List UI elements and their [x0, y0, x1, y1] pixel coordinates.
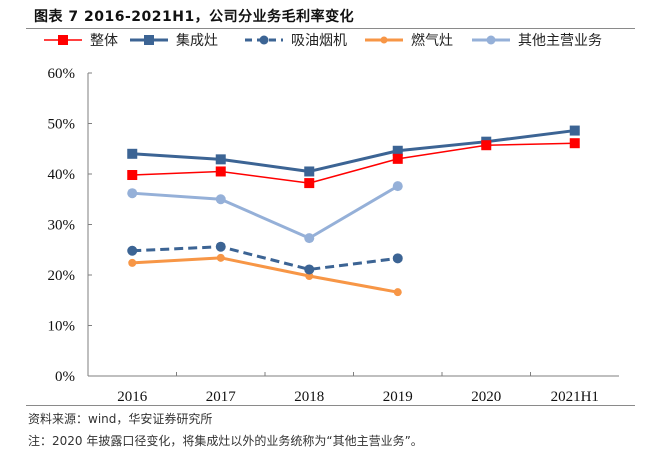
series-line [132, 184, 399, 240]
data-point [393, 288, 402, 297]
source-note: 资料来源：wind，华安证券研究所 [28, 412, 213, 426]
legend-item: 吸油烟机 [245, 33, 347, 49]
legend-label: 燃气灶 [411, 32, 453, 49]
series-line [132, 142, 575, 184]
axes: 0% 10% 20% 30% 40% 50% 60% 2016 2017 2018 2019 2020… [48, 66, 619, 405]
data-point [127, 170, 138, 181]
legend-marker [380, 36, 388, 44]
plot-area [127, 125, 580, 297]
top-divider [26, 28, 635, 29]
data-point [304, 264, 315, 275]
bottom-divider [26, 405, 635, 406]
data-point [569, 138, 580, 149]
y-tick-label: 30% [48, 218, 76, 234]
data-point [481, 140, 492, 151]
data-point [304, 178, 315, 189]
legend-item: 其他主营业务 [472, 33, 602, 49]
series-吸油烟机 [127, 241, 403, 275]
series-line [132, 256, 399, 294]
data-point [215, 241, 226, 252]
legend-item: 整体 [44, 33, 118, 49]
legend-item: 燃气灶 [365, 32, 453, 49]
data-point [216, 253, 225, 262]
x-tick-label: 2018 [294, 389, 324, 405]
y-tick-label: 40% [48, 167, 76, 183]
footnote: 注：2020 年披露口径变化，将集成灶以外的业务统称为“其他主营业务”。 [28, 434, 423, 448]
data-point [304, 166, 315, 177]
legend-label: 吸油烟机 [291, 33, 347, 49]
series-line [132, 245, 398, 271]
series-整体 [127, 138, 580, 189]
data-point [128, 258, 137, 267]
data-point [127, 245, 138, 256]
data-point [127, 188, 138, 199]
data-point [215, 166, 226, 177]
data-point [215, 154, 226, 165]
data-point [392, 253, 403, 264]
series-集成灶 [127, 125, 580, 177]
x-tick-label: 2020 [471, 389, 501, 405]
legend-label: 其他主营业务 [518, 33, 602, 49]
data-point [392, 153, 403, 164]
legend-marker [58, 35, 68, 45]
y-tick-label: 60% [48, 66, 76, 82]
y-tick-label: 20% [48, 268, 76, 284]
line-chart: 整体 集成灶 吸油烟机 燃气灶 其他主营业务 0% 10% 20% 30% 40% 50% 60% 2… [44, 32, 619, 405]
y-tick-label: 0% [55, 369, 75, 385]
series-其他主营业务 [127, 181, 403, 244]
x-tick-label: 2021H1 [551, 389, 599, 405]
x-tick-label: 2017 [206, 389, 237, 405]
legend-marker [144, 35, 154, 45]
data-point [569, 125, 580, 136]
y-tick-label: 50% [48, 117, 76, 133]
figure-title: 图表 7 2016-2021H1，公司分业务毛利率变化 [34, 9, 355, 25]
x-tick-label: 2019 [383, 389, 413, 405]
series-燃气灶 [128, 253, 402, 297]
data-point [127, 148, 138, 159]
legend-marker [259, 35, 269, 45]
legend-label: 集成灶 [176, 32, 218, 49]
legend-item: 集成灶 [130, 32, 218, 49]
legend-marker [486, 35, 496, 45]
data-point [392, 181, 403, 192]
series-line [132, 129, 575, 173]
x-tick-label: 2016 [117, 389, 148, 405]
data-point [304, 233, 315, 244]
legend-label: 整体 [90, 33, 118, 49]
y-tick-label: 10% [48, 319, 76, 335]
data-point [392, 145, 403, 156]
data-point [215, 194, 226, 205]
legend: 整体 集成灶 吸油烟机 燃气灶 其他主营业务 [44, 32, 602, 49]
